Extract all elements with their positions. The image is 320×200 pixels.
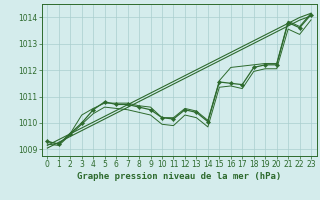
X-axis label: Graphe pression niveau de la mer (hPa): Graphe pression niveau de la mer (hPa) <box>77 172 281 181</box>
